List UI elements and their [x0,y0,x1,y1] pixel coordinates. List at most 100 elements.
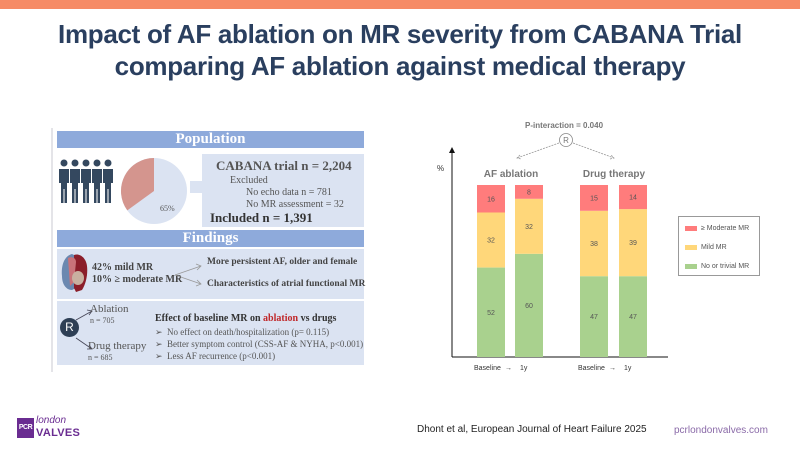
association-1: More persistent AF, older and female [207,257,358,267]
bar-value-label: 60 [525,303,533,310]
logo-london: london [36,415,67,426]
effect-bullet-text: Less AF recurrence (p<0.001) [167,351,276,361]
x-tick-label: 1y [520,365,528,372]
included-count: Included n = 1,391 [210,210,313,225]
inclusion-pie-chart [120,158,187,224]
branch-arrows-icon [174,263,202,287]
bar-segment [515,185,543,199]
bar-segment [477,212,505,268]
bar-segment [619,209,647,277]
bar-value-label: 38 [590,241,598,248]
arm-ablation-label: Ablation [90,303,129,315]
excluded-item: No MR assessment = 32 [246,199,344,210]
excluded-label: Excluded [230,175,268,186]
pie-slice-excluded [120,158,154,211]
bar-value-label: 8 [527,189,531,196]
excluded-item: No echo data n = 781 [246,187,332,198]
logo-valves: VALVES [36,427,81,439]
bar-segment [515,198,543,254]
chart-legend: ≥ Moderate MR Mild MR No or trivial MR [678,216,760,276]
effect-title-highlight: ablation [263,313,299,324]
title-line-1: Impact of AF ablation on MR severity fro… [58,19,742,49]
legend-swatch [685,225,697,231]
x-tick-group-drug: Baseline → 1y [578,365,632,372]
arrow-to-ablation [516,142,560,160]
population-header: Population [57,131,364,148]
bar-segment [580,276,608,357]
panel-divider [51,128,53,372]
x-tick-label: 1y [624,365,632,372]
heart-icon [61,254,88,292]
bar-value-label: 52 [487,310,495,317]
legend-label: No or trivial MR [701,263,750,270]
bar-value-label: 14 [629,195,637,202]
randomization-arrows-icon [75,309,93,350]
bar-segment [619,185,647,210]
x-tick-group-ablation: Baseline → 1y [474,365,528,372]
arrow-to-drug [572,142,615,160]
bar-segment [477,185,505,213]
group-label-drug: Drug therapy [583,169,646,180]
bar-segment [477,267,505,357]
website-link[interactable]: pcrlondonvalves.com [674,425,768,436]
bar-segment [580,210,608,277]
trial-size: CABANA trial n = 2,204 [216,158,352,173]
arm-drug-n: n = 685 [88,353,113,362]
x-tick-label: Baseline [578,365,605,372]
bar-value-label: 39 [629,240,637,247]
bar-value-label: 15 [590,195,598,202]
slide-title: Impact of AF ablation on MR severity fro… [0,18,800,82]
pie-connector [190,181,204,193]
population-box [202,154,364,227]
legend-label: ≥ Moderate MR [701,225,750,232]
bullet-icon: ➢ [155,339,163,349]
mild-mr-stat: 42% mild MR [92,262,154,273]
title-line-2: comparing AF ablation against medical th… [114,51,686,81]
x-tick-arrow: → [609,365,616,372]
randomization-circle [559,133,573,147]
arm-ablation-n: n = 705 [90,316,115,325]
randomization-icon: R [60,318,79,337]
bar-segment [580,185,608,211]
bar-value-label: 47 [629,314,637,321]
chart-title: P-interaction = 0.040 [525,121,604,130]
citation: Dhont et al, European Journal of Heart F… [417,424,647,435]
legend-swatch [685,244,697,250]
legend-label: Mild MR [701,244,727,251]
findings-header: Findings [57,230,364,247]
y-axis-arrow-icon [449,147,455,153]
randomization-symbol: R [563,136,569,145]
bar-value-label: 47 [590,314,598,321]
arm-drug-label: Drug therapy [88,340,147,352]
legend-swatch [685,263,697,269]
legend-item-moderate: ≥ Moderate MR [685,225,749,232]
finding-mr-prevalence [57,249,364,299]
bar-value-label: 16 [487,196,495,203]
association-2: Characteristics of atrial functional MR [207,279,366,289]
effect-bullet-text: Better symptom control (CSS-AF & NYHA, p… [167,339,364,349]
bullet-icon: ➢ [155,327,163,337]
top-accent-bar [0,0,800,9]
people-icon [59,159,113,203]
effect-title-text: Effect of baseline MR on [155,313,264,324]
effect-bullet: ➢ No effect on death/hospitalization (p=… [155,327,329,338]
legend-item-none: No or trivial MR [685,263,749,270]
finding-outcomes [57,301,364,365]
bullet-icon: ➢ [155,351,163,361]
bar-value-label: 32 [525,224,533,231]
pie-percent-label: 65% [160,204,175,213]
x-tick-label: Baseline [474,365,501,372]
legend-item-mild: Mild MR [685,244,727,251]
bar-segment [515,253,543,357]
y-axis-label: % [437,164,444,173]
effect-title-text: vs drugs [298,313,337,324]
effect-bullet: ➢ Less AF recurrence (p<0.001) [155,351,275,362]
bar-value-label: 32 [487,238,495,245]
moderate-mr-stat: 10% ≥ moderate MR [92,274,183,285]
effect-title: Effect of baseline MR on ablation vs dru… [155,313,336,324]
effect-bullet-text: No effect on death/hospitalization (p= 0… [167,327,330,337]
group-label-ablation: AF ablation [484,169,538,180]
effect-bullet: ➢ Better symptom control (CSS-AF & NYHA,… [155,339,363,350]
bar-segment [619,276,647,357]
